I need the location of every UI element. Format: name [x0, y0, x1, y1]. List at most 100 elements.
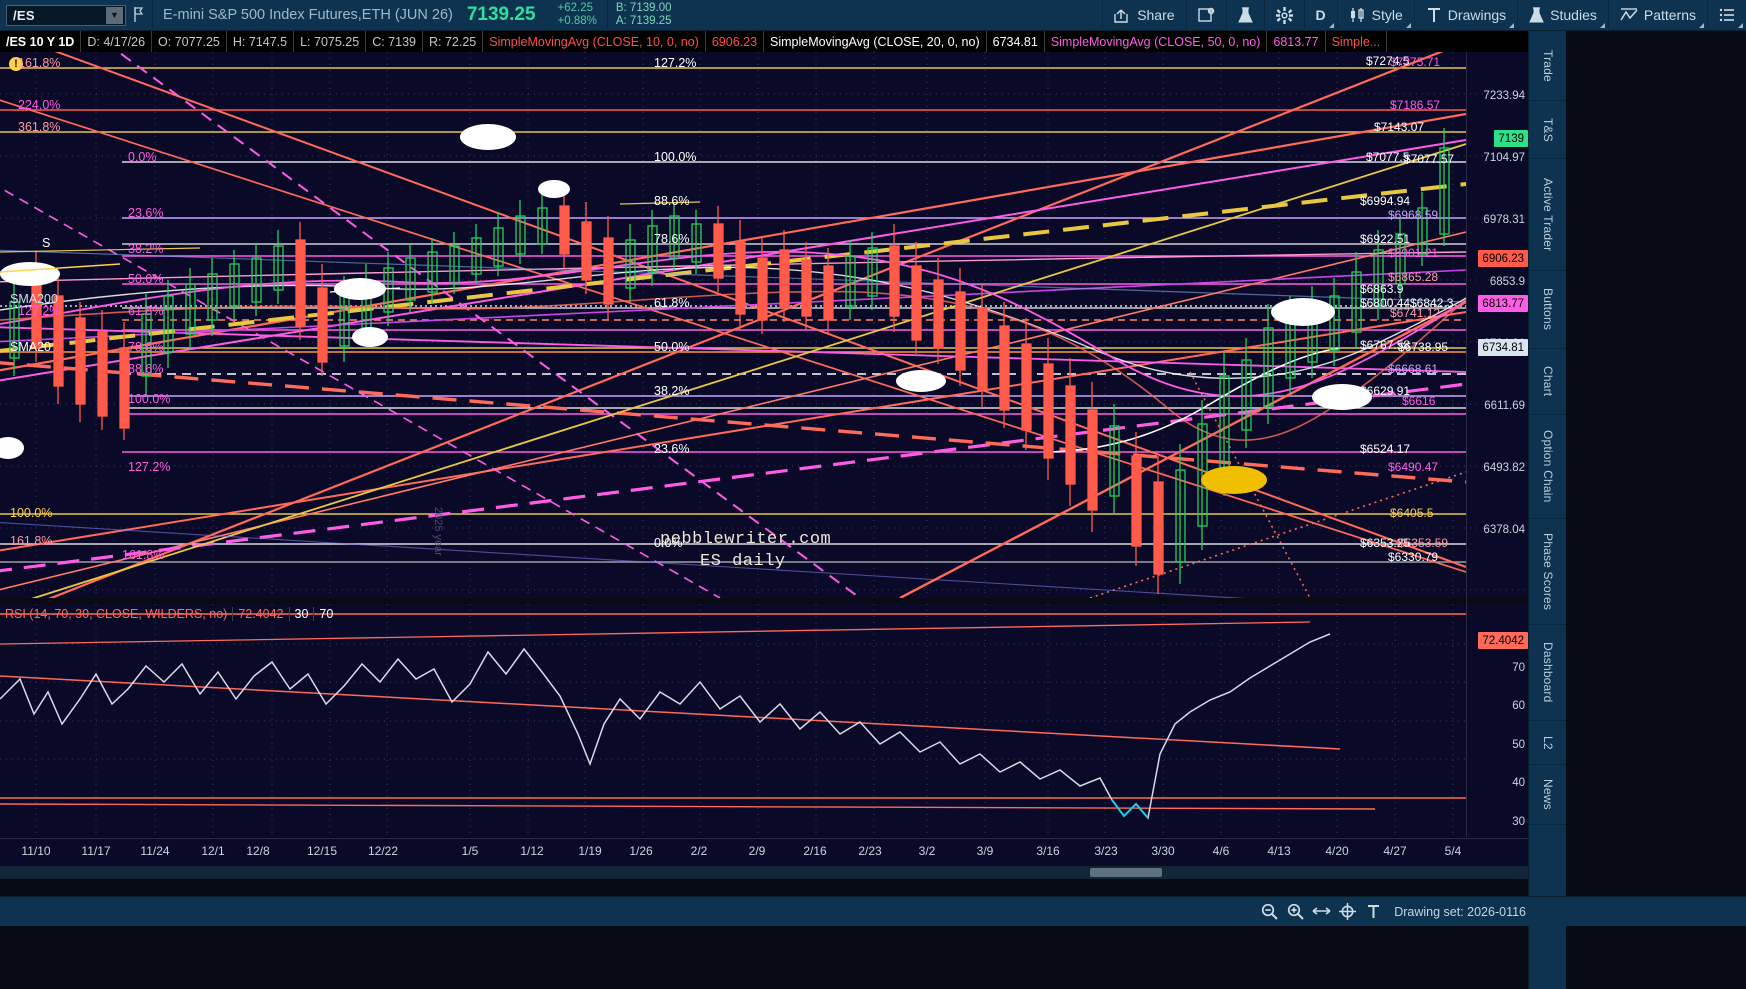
fib-label: 361.8%	[18, 120, 61, 134]
study-sma20-label[interactable]: SimpleMovingAvg (CLOSE, 20, 0, no)	[764, 31, 987, 52]
flag-icon[interactable]	[126, 0, 152, 31]
fit-horizontal-icon[interactable]	[1308, 897, 1334, 927]
sidebar-item-phase-scores[interactable]: Phase Scores	[1529, 519, 1567, 625]
study-sma200-label-truncated[interactable]: Simple...	[1326, 31, 1388, 52]
rsi-oversold-level: 30	[288, 606, 314, 621]
study-sma10-label[interactable]: SimpleMovingAvg (CLOSE, 10, 0, no)	[483, 31, 706, 52]
sidebar-item-option-chain[interactable]: Option Chain	[1529, 415, 1567, 519]
time-axis-tick: 11/17	[81, 844, 111, 858]
timeframe-button[interactable]: D	[1305, 0, 1337, 31]
sma10-price-badge: 6906.23	[1478, 250, 1528, 267]
price-tag: $7143.07	[1374, 120, 1425, 134]
fib-label: 161.8%	[122, 548, 165, 562]
chevron-down-icon[interactable]	[1599, 22, 1605, 28]
sidebar-item-buttons[interactable]: Buttons	[1529, 271, 1567, 349]
study-sma50-value: 6813.77	[1267, 31, 1326, 52]
ohlc-high: H: 7147.5	[227, 31, 295, 52]
time-axis-tick: 12/22	[367, 844, 399, 858]
flask-icon	[1529, 6, 1544, 24]
sidebar-item-trade[interactable]: Trade	[1529, 31, 1567, 101]
change-absolute: +62.25	[557, 2, 594, 14]
sma200-chart-label: SMA200	[10, 292, 58, 306]
sidebar-item-chart[interactable]: Chart	[1529, 349, 1567, 415]
study-sma10-value: 6906.23	[706, 31, 765, 52]
settings-button[interactable]	[1265, 0, 1304, 31]
list-menu-button[interactable]	[1708, 0, 1746, 31]
time-axis-tick: 4/6	[1212, 844, 1230, 858]
price-tag: $6629.91	[1360, 384, 1411, 398]
time-axis-tick: 11/24	[140, 844, 170, 858]
price-tag: $6405.5	[1390, 506, 1434, 520]
symbol-input[interactable]: /ES ▼	[6, 4, 126, 26]
price-chart-canvas[interactable]: ! 161.8% 224.0% 361.8% 0.0% 23.6% 38.2% …	[0, 52, 1528, 598]
price-axis-tick: 6493.82	[1483, 462, 1525, 474]
bid-value: B: 7139.00	[615, 2, 672, 14]
sidebar-item-dashboard[interactable]: Dashboard	[1529, 625, 1567, 721]
chevron-down-icon[interactable]: ▼	[106, 6, 123, 24]
study-sma50-label[interactable]: SimpleMovingAvg (CLOSE, 50, 0, no)	[1045, 31, 1268, 52]
fit-all-icon[interactable]	[1334, 897, 1360, 927]
price-tag: $6994.94	[1360, 194, 1411, 208]
last-price: 7139.25	[466, 4, 536, 25]
fib-label: 50.0%	[128, 272, 164, 286]
fib-label: 23.6%	[654, 442, 690, 456]
fib-label: 161.8%	[10, 534, 53, 548]
chart-horizontal-scrollbar[interactable]	[0, 866, 1528, 879]
price-axis-tick: 6853.9	[1489, 276, 1525, 288]
fib-label: 61.8%	[128, 304, 164, 318]
time-axis-tick: 3/2	[918, 844, 936, 858]
studies-button[interactable]: Studies	[1518, 0, 1608, 31]
scrollbar-thumb[interactable]	[1090, 868, 1162, 877]
fib-label: 127.2%	[18, 304, 61, 318]
chevron-down-icon[interactable]	[1509, 22, 1515, 28]
note-info-button[interactable]: i	[1187, 0, 1226, 31]
patterns-button[interactable]: Patterns	[1609, 0, 1707, 31]
text-T-icon[interactable]	[1360, 897, 1386, 927]
sidebar-item-news[interactable]: News	[1529, 765, 1567, 825]
chevron-down-icon[interactable]	[1738, 22, 1743, 28]
rsi-overbought-level: 70	[313, 606, 338, 621]
time-axis-tick: 1/12	[520, 844, 544, 858]
sidebar-item-active-trader[interactable]: Active Trader	[1529, 159, 1567, 271]
price-axis[interactable]: 7233.94 7104.97 6978.31 6853.9 6734.81 6…	[1466, 52, 1528, 837]
exclamation-badge-icon[interactable]: !	[9, 57, 23, 71]
bottom-toolbar: Drawing set: 2026-0116	[0, 896, 1746, 926]
list-menu-icon	[1719, 8, 1735, 23]
price-tag: $6865.28	[1388, 270, 1439, 284]
study-sma20-value: 6734.81	[987, 31, 1045, 52]
fib-label: 100.0%	[10, 506, 53, 520]
chevron-down-icon[interactable]	[1405, 22, 1411, 28]
right-tool-panel	[1566, 31, 1746, 989]
price-tag: $6668.61	[1388, 362, 1439, 376]
price-tag: $6901.21	[1388, 246, 1439, 260]
chevron-down-icon[interactable]	[1328, 22, 1334, 28]
chevron-down-icon[interactable]	[1699, 22, 1704, 28]
sidebar-item-tns[interactable]: T&S	[1529, 101, 1567, 159]
price-tag: $7186.57	[1390, 98, 1441, 112]
fib-label: 38.2%	[654, 384, 690, 398]
drawings-button[interactable]: Drawings	[1415, 0, 1517, 31]
price-tag: $6741.12	[1390, 306, 1441, 320]
price-tag: $6922.51	[1360, 232, 1411, 246]
time-axis-tick: 1/5	[461, 844, 479, 858]
share-label: Share	[1137, 7, 1175, 23]
zoom-in-icon[interactable]	[1282, 897, 1308, 927]
sidebar-item-l2[interactable]: L2	[1529, 721, 1567, 765]
fib-label: 100.0%	[128, 392, 171, 406]
share-button[interactable]: Share	[1103, 0, 1185, 31]
zoom-out-icon[interactable]	[1256, 897, 1282, 927]
rsi-chart-canvas[interactable]	[0, 604, 1528, 837]
time-axis[interactable]: 11/10 11/17 11/24 12/1 12/8 12/15 12/22 …	[0, 838, 1528, 866]
flask-button[interactable]	[1227, 0, 1264, 31]
fib-label: 127.2%	[128, 460, 171, 474]
time-axis-tick: 3/30	[1151, 844, 1175, 858]
fib-label: 0.0%	[128, 150, 157, 164]
right-sidebar: Trade T&S Active Trader Buttons Chart Op…	[1528, 31, 1567, 989]
share-icon	[1114, 8, 1131, 23]
rsi-study-header[interactable]: RSI (14, 70, 30, CLOSE, WILDERS, no) 72.…	[0, 604, 420, 623]
time-axis-tick: 3/23	[1094, 844, 1118, 858]
style-button[interactable]: Style	[1338, 0, 1414, 31]
rsi-study-label: RSI (14, 70, 30, CLOSE, WILDERS, no)	[5, 606, 228, 621]
fib-label: 100.0%	[654, 150, 697, 164]
studies-label: Studies	[1550, 7, 1597, 23]
